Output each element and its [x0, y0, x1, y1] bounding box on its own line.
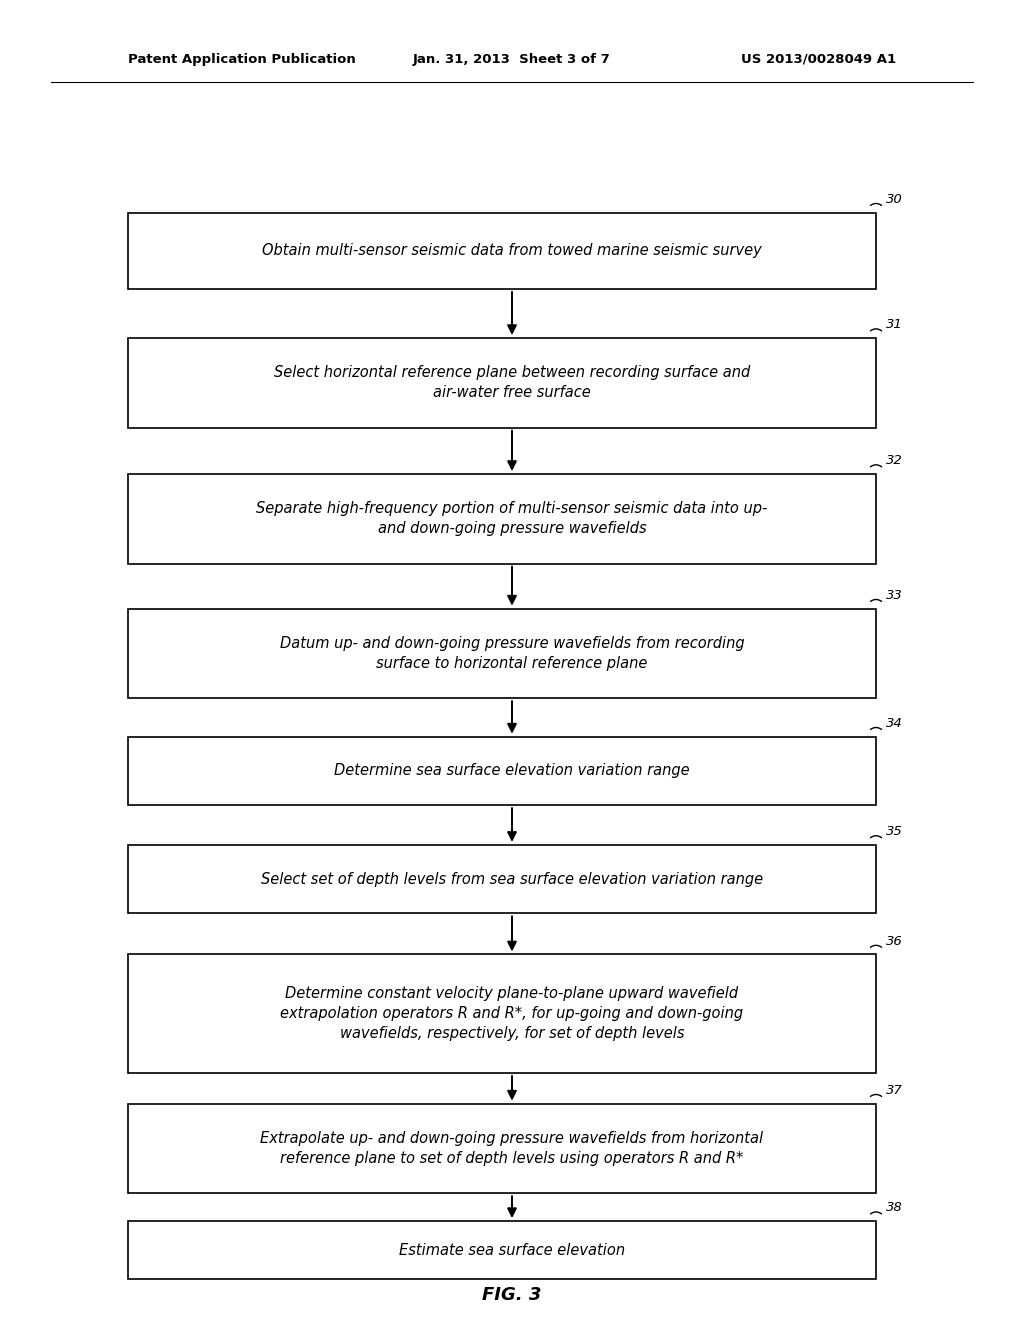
- Text: 34: 34: [886, 717, 902, 730]
- FancyBboxPatch shape: [128, 338, 876, 428]
- Text: 31: 31: [886, 318, 902, 331]
- Text: 38: 38: [886, 1201, 902, 1214]
- Text: Datum up- and down-going pressure wavefields from recording
surface to horizonta: Datum up- and down-going pressure wavefi…: [280, 636, 744, 671]
- Text: FIG. 3: FIG. 3: [482, 1286, 542, 1304]
- Text: 36: 36: [886, 935, 902, 948]
- Text: 33: 33: [886, 589, 902, 602]
- Text: 30: 30: [886, 193, 902, 206]
- FancyBboxPatch shape: [128, 1104, 876, 1193]
- Text: US 2013/0028049 A1: US 2013/0028049 A1: [741, 53, 896, 66]
- Text: Jan. 31, 2013  Sheet 3 of 7: Jan. 31, 2013 Sheet 3 of 7: [413, 53, 611, 66]
- FancyBboxPatch shape: [128, 609, 876, 698]
- Text: 37: 37: [886, 1084, 902, 1097]
- Text: 35: 35: [886, 825, 902, 838]
- Text: Separate high-frequency portion of multi-sensor seismic data into up-
and down-g: Separate high-frequency portion of multi…: [256, 502, 768, 536]
- Text: Extrapolate up- and down-going pressure wavefields from horizontal
reference pla: Extrapolate up- and down-going pressure …: [260, 1131, 764, 1166]
- Text: Select horizontal reference plane between recording surface and
air-water free s: Select horizontal reference plane betwee…: [273, 366, 751, 400]
- Text: Determine sea surface elevation variation range: Determine sea surface elevation variatio…: [334, 763, 690, 779]
- FancyBboxPatch shape: [128, 474, 876, 564]
- Text: Patent Application Publication: Patent Application Publication: [128, 53, 355, 66]
- Text: Estimate sea surface elevation: Estimate sea surface elevation: [399, 1242, 625, 1258]
- FancyBboxPatch shape: [128, 954, 876, 1073]
- FancyBboxPatch shape: [128, 1221, 876, 1279]
- FancyBboxPatch shape: [128, 737, 876, 805]
- Text: Select set of depth levels from sea surface elevation variation range: Select set of depth levels from sea surf…: [261, 871, 763, 887]
- FancyBboxPatch shape: [128, 845, 876, 913]
- Text: Determine constant velocity plane-to-plane upward wavefield
extrapolation operat: Determine constant velocity plane-to-pla…: [281, 986, 743, 1041]
- FancyBboxPatch shape: [128, 213, 876, 289]
- Text: 32: 32: [886, 454, 902, 467]
- Text: Obtain multi-sensor seismic data from towed marine seismic survey: Obtain multi-sensor seismic data from to…: [262, 243, 762, 259]
